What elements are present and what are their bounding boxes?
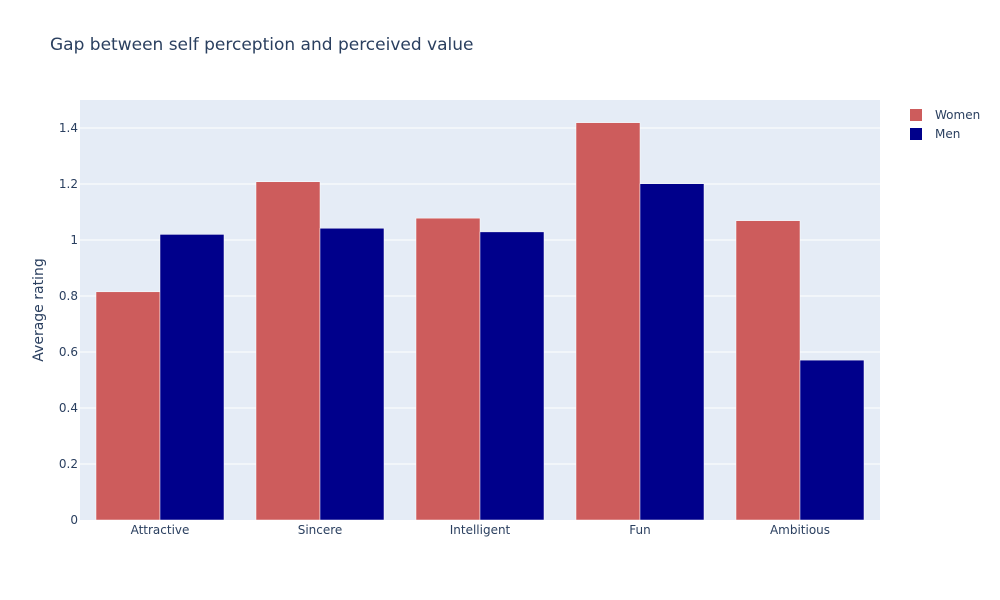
legend-label: Men — [935, 127, 960, 141]
legend-item-women[interactable]: Women — [910, 108, 980, 122]
x-axis-ticks: Attractive Sincere Intelligent Fun Ambitious — [131, 523, 830, 537]
legend[interactable]: Women Men — [910, 108, 980, 141]
bar-men-ambitious[interactable] — [799, 359, 865, 521]
y-tick-label: 0.2 — [59, 457, 78, 471]
bar-women-ambitious[interactable] — [735, 220, 801, 521]
y-tick-label: 0.6 — [59, 345, 78, 359]
legend-swatch — [910, 109, 922, 121]
y-axis-ticks: 0 0.2 0.4 0.6 0.8 1 1.2 1.4 — [59, 121, 78, 527]
bar-men-intelligent[interactable] — [479, 231, 545, 521]
bar-men-attractive[interactable] — [159, 234, 225, 521]
bar-women-fun[interactable] — [575, 122, 641, 521]
bar-women-intelligent[interactable] — [415, 217, 481, 521]
y-tick-label: 0.8 — [59, 289, 78, 303]
chart-title: Gap between self perception and perceive… — [50, 35, 474, 55]
x-tick-label: Ambitious — [770, 523, 830, 537]
y-tick-label: 0.4 — [59, 401, 78, 415]
y-tick-label: 1.4 — [59, 121, 78, 135]
x-tick-label: Fun — [629, 523, 650, 537]
y-tick-label: 0 — [70, 513, 78, 527]
bar-men-sincere[interactable] — [319, 227, 385, 521]
x-tick-label: Intelligent — [450, 523, 511, 537]
legend-label: Women — [935, 108, 980, 122]
legend-swatch — [910, 128, 922, 140]
y-axis-title: Average rating — [31, 258, 47, 361]
x-tick-label: Sincere — [298, 523, 343, 537]
y-tick-label: 1 — [70, 233, 78, 247]
legend-item-men[interactable]: Men — [910, 127, 960, 141]
y-tick-label: 1.2 — [59, 177, 78, 191]
bar-women-sincere[interactable] — [255, 181, 321, 521]
bar-men-fun[interactable] — [639, 183, 705, 521]
bars — [95, 122, 865, 521]
bar-women-attractive[interactable] — [95, 291, 161, 521]
x-tick-label: Attractive — [131, 523, 190, 537]
